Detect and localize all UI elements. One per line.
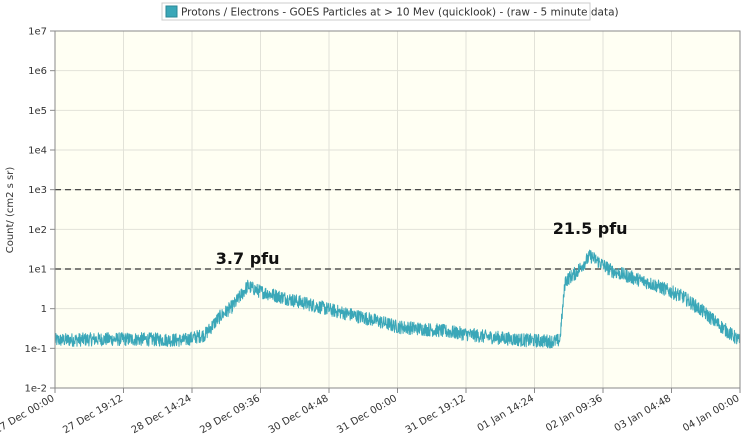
- annotations: 3.7 pfu 21.5 pfu: [216, 219, 628, 268]
- x-tick-label: 01 Jan 14:24: [476, 393, 536, 434]
- y-tick-label: 1e4: [28, 146, 47, 157]
- peak-annotation: 21.5 pfu: [553, 219, 628, 238]
- y-tick-label: 1e3: [28, 185, 47, 196]
- y-axis-ticks: 1e7 1e6 1e5 1e4 1e3 1e2 1e1 1 1e-1 1e-2: [25, 27, 55, 395]
- y-tick-label: 1e-1: [25, 344, 48, 355]
- peak-annotation: 3.7 pfu: [216, 249, 280, 268]
- x-tick-label: 31 Dec 19:12: [404, 393, 468, 436]
- series-layer: [54, 249, 741, 349]
- y-tick-label: 1e-2: [25, 384, 48, 395]
- x-tick-label: 03 Jan 04:48: [613, 393, 673, 434]
- legend-label: Protons / Electrons - GOES Particles at …: [181, 7, 619, 19]
- y-tick-label: 1: [41, 304, 47, 315]
- y-tick-label: 1e7: [28, 27, 47, 38]
- x-tick-label: 28 Dec 14:24: [130, 393, 194, 436]
- x-axis-ticks: 27 Dec 00:00 27 Dec 19:12 28 Dec 14:24 29 D…: [0, 388, 742, 436]
- legend-swatch: [165, 5, 178, 18]
- y-tick-label: 1e1: [28, 265, 47, 276]
- x-tick-label: 27 Dec 19:12: [61, 393, 125, 436]
- y-tick-label: 1e2: [28, 225, 47, 236]
- y-tick-label: 1e5: [28, 106, 47, 117]
- proton-flux-line: [54, 249, 741, 349]
- y-axis-label: Count/ (cm2 s sr): [5, 167, 16, 254]
- x-tick-label: 29 Dec 09:36: [198, 393, 262, 436]
- reference-lines: [55, 189, 740, 270]
- x-tick-label: 31 Dec 00:00: [335, 393, 399, 436]
- x-tick-label: 02 Jan 09:36: [544, 393, 604, 434]
- legend[interactable]: Protons / Electrons - GOES Particles at …: [161, 2, 619, 21]
- x-tick-label: 04 Jan 00:00: [681, 393, 741, 434]
- x-tick-label: 27 Dec 00:00: [0, 393, 56, 436]
- legend-frame: [161, 2, 591, 21]
- x-tick-label: 30 Dec 04:48: [267, 393, 331, 436]
- y-tick-label: 1e6: [28, 66, 47, 77]
